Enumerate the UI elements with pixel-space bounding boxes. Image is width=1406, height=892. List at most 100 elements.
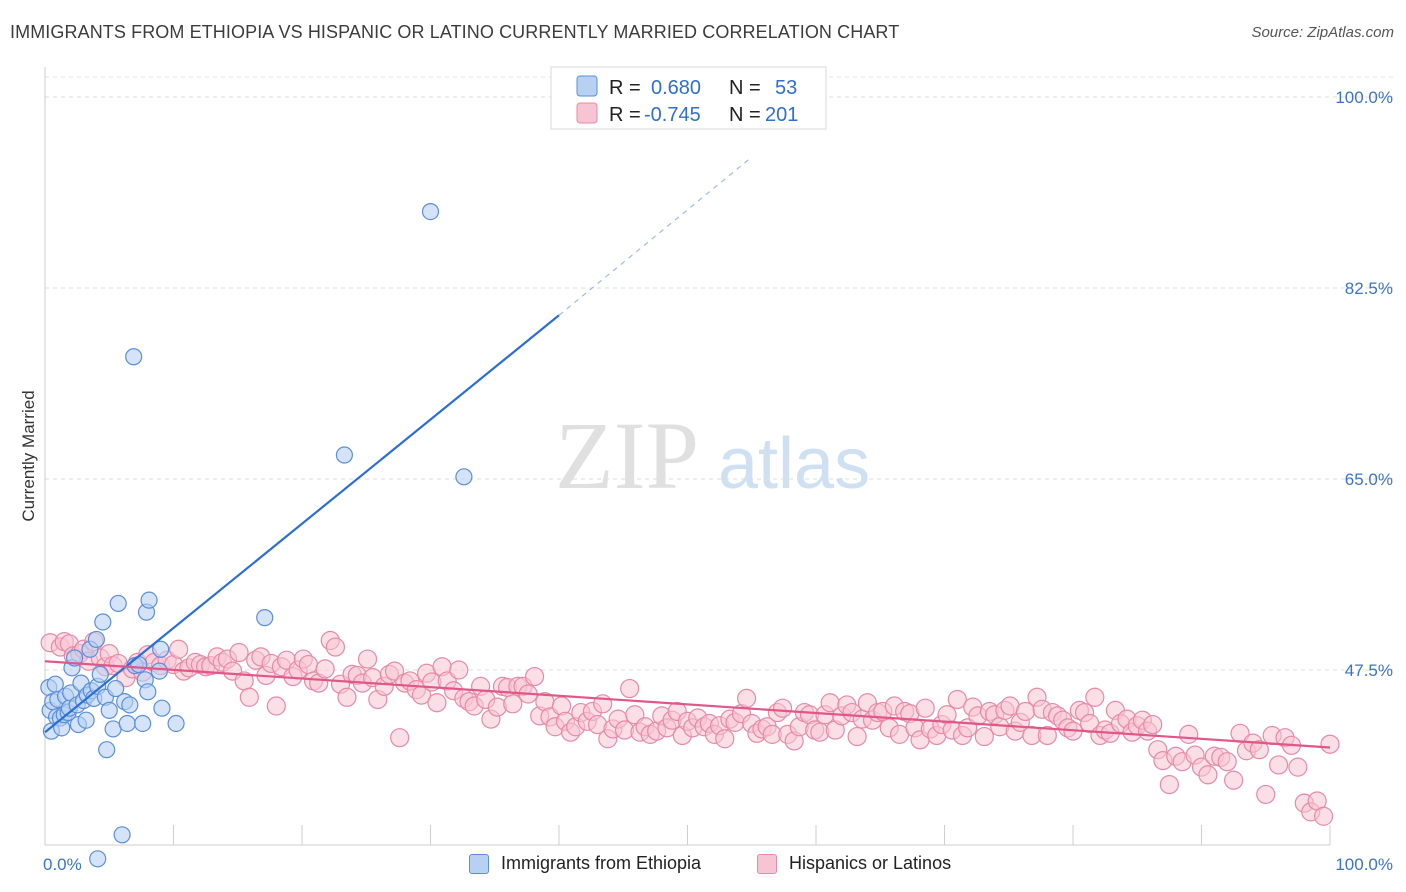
correlation-legend: R = 0.680 N = 53 R = -0.745 N = 201: [550, 66, 827, 130]
ethiopia-point: [421, 203, 440, 221]
hispanic-point: [337, 687, 357, 707]
hispanic-point: [229, 642, 249, 663]
hispanic-point: [1224, 770, 1244, 790]
hispanic-point: [1037, 725, 1057, 746]
y-tick-label-0: 100.0%: [1335, 88, 1393, 107]
legend-swatch-blue: [576, 75, 598, 97]
x-tick-labels: 0.0% 100.0%: [43, 855, 1393, 874]
ethiopia-point: [140, 591, 158, 609]
legend-swatch-hispanic: [757, 853, 777, 874]
y-tick-labels: 100.0% 82.5% 65.0% 47.5%: [1335, 88, 1393, 680]
hispanic-point: [1288, 757, 1308, 777]
ethiopia-point: [139, 683, 157, 701]
hispanic-point: [1313, 806, 1334, 826]
legend-r-label-2: R =: [609, 104, 641, 126]
y-tick-label-1: 82.5%: [1345, 279, 1393, 298]
hispanic-point: [1179, 724, 1199, 744]
legend-swatch-ethiopia: [469, 853, 489, 874]
hispanic-point: [1256, 784, 1276, 805]
hispanic-points: [40, 630, 1340, 826]
hispanic-point: [1143, 714, 1163, 735]
ethiopia-point: [87, 630, 106, 649]
ethiopia-point: [167, 714, 185, 733]
hispanic-point: [390, 728, 410, 748]
hispanic-point: [847, 726, 867, 747]
series-legend-item-ethiopia: Immigrants from Ethiopia: [469, 853, 701, 874]
legend-r-value-1: 0.680: [651, 77, 701, 99]
legend-r-value-2: -0.745: [644, 104, 701, 126]
series-legend: Immigrants from Ethiopia Hispanics or La…: [0, 850, 1406, 880]
ethiopia-point: [109, 594, 127, 613]
trend-lines: [44, 156, 1331, 749]
ethiopia-point: [150, 662, 168, 680]
ethiopia-point: [91, 665, 109, 683]
hispanic-point: [266, 696, 286, 716]
hispanic-point: [524, 666, 545, 687]
hispanic-point: [620, 678, 640, 699]
hispanic-point: [947, 689, 967, 710]
ethiopia-trend-extension: [558, 156, 753, 316]
hispanic-point: [1217, 752, 1237, 772]
hispanic-point: [1320, 734, 1340, 754]
source-credit: Source: ZipAtlas.com: [1251, 24, 1394, 41]
chart-title: IMMIGRANTS FROM ETHIOPIA VS HISPANIC OR …: [10, 22, 900, 42]
hispanic-point: [1159, 774, 1179, 795]
hispanic-point: [1198, 765, 1218, 785]
ethiopia-point: [121, 696, 139, 714]
gridlines: [45, 76, 1395, 671]
x-tick-label-0: 0.0%: [43, 855, 82, 874]
ethiopia-point: [153, 699, 171, 717]
hispanic-point: [974, 726, 994, 747]
ethiopia-point: [94, 613, 112, 631]
hispanic-point: [315, 659, 335, 679]
legend-r-label-1: R =: [609, 77, 641, 99]
hispanic-point: [1268, 755, 1289, 775]
legend-n-label-2: N =: [729, 104, 761, 126]
hispanic-point: [239, 687, 259, 707]
hispanic-point: [915, 698, 935, 718]
legend-n-value-1: 53: [775, 77, 797, 99]
ethiopia-point: [100, 701, 118, 719]
ethiopia-point: [455, 468, 473, 486]
ethiopia-trend-line: [44, 314, 560, 734]
hispanic-point: [325, 637, 346, 657]
ethiopia-point: [107, 679, 125, 698]
hispanic-point: [1085, 687, 1105, 707]
ethiopia-point: [118, 714, 136, 733]
x-tick-label-1: 100.0%: [1335, 855, 1393, 874]
hispanic-point: [715, 729, 735, 749]
hispanic-point: [427, 693, 447, 713]
ethiopia-point: [77, 711, 95, 729]
series-legend-label-ethiopia: Immigrants from Ethiopia: [501, 853, 702, 873]
series-legend-label-hispanic: Hispanics or Latinos: [789, 853, 952, 873]
ethiopia-point: [134, 714, 152, 733]
hispanic-point: [298, 654, 319, 675]
ethiopia-point: [113, 826, 131, 844]
watermark-zip: ZIP: [555, 402, 699, 509]
hispanic-point: [449, 660, 469, 680]
legend-n-value-2: 201: [765, 104, 798, 126]
series-legend-item-hispanic: Hispanics or Latinos: [757, 853, 951, 874]
y-tick-label-2: 65.0%: [1345, 470, 1393, 489]
ethiopia-point: [152, 640, 170, 658]
hispanic-point: [487, 697, 507, 717]
ethiopia-point: [130, 655, 148, 674]
ethiopia-point: [89, 850, 107, 868]
legend-n-label-1: N =: [729, 77, 761, 99]
ethiopia-points: [40, 203, 473, 868]
ethiopia-point: [256, 609, 274, 627]
hispanic-point: [169, 639, 189, 659]
hispanic-trend-line: [44, 660, 1331, 749]
y-axis-label: Currently Married: [19, 390, 38, 521]
zipatlas-watermark: ZIP atlas: [555, 402, 870, 509]
axes: [44, 67, 1331, 846]
watermark-atlas: atlas: [718, 424, 870, 504]
hispanic-point: [357, 649, 378, 669]
hispanic-point: [772, 698, 793, 718]
ethiopia-point: [98, 741, 116, 759]
hispanic-point: [737, 688, 757, 708]
hispanic-point: [503, 694, 523, 714]
ethiopia-point: [125, 348, 143, 366]
y-tick-label-3: 47.5%: [1345, 661, 1393, 680]
